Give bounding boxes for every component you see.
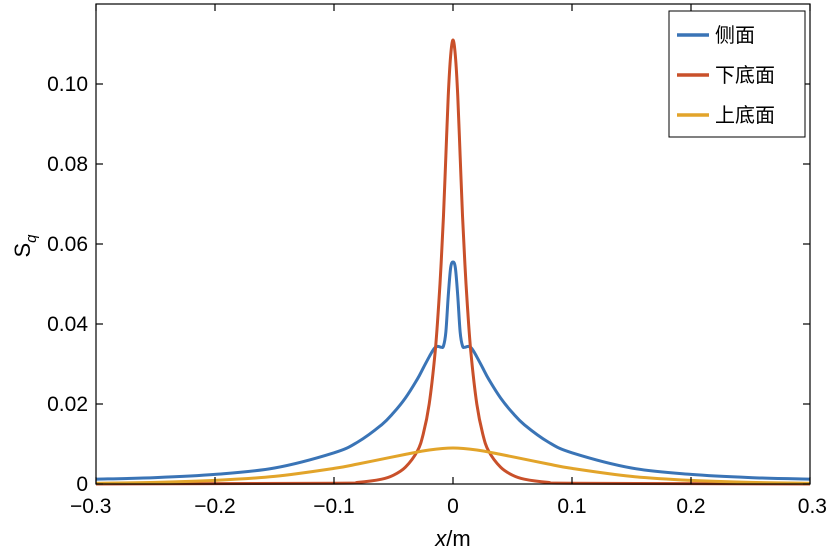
series-line-2 [95, 446, 811, 485]
legend-label-1: 下底面 [715, 63, 775, 87]
y-axis-label-main: S [10, 243, 35, 258]
x-tick-label: 0.3 [798, 495, 827, 518]
x-tick-label: −0.1 [313, 495, 354, 518]
x-tick-label: −0.2 [194, 495, 235, 518]
x-axis-label-var: x [434, 526, 447, 549]
x-tick-label: 0.2 [676, 495, 705, 518]
y-tick-label: 0 [76, 473, 88, 496]
y-tick-label: 0.02 [47, 393, 88, 416]
y-tick-label: 0.08 [47, 153, 88, 176]
y-tick-label: 0.04 [47, 313, 88, 336]
axes-layer: −0.3 −0.2 −0.1 0 0.1 0.2 0.3 0 0.02 0.04 0.06 0.08 0… [47, 3, 827, 518]
series-line-1 [95, 38, 811, 486]
series-line-0 [95, 260, 811, 481]
series-layer [95, 38, 811, 486]
x-tick-label: −0.3 [70, 495, 111, 518]
y-tick-label: 0.06 [47, 233, 88, 256]
legend-label-2: 上底面 [715, 103, 775, 127]
x-tick-label: 0.1 [557, 495, 586, 518]
x-axis-label: x/m [434, 526, 470, 549]
y-axis-label-sub: q [23, 234, 40, 243]
x-tick-label: 0 [447, 495, 459, 518]
y-tick-label: 0.10 [47, 73, 88, 96]
x-axis-label-unit: /m [446, 526, 470, 549]
y-axis-label: Sq [10, 234, 40, 258]
legend-label-0: 侧面 [715, 23, 755, 47]
